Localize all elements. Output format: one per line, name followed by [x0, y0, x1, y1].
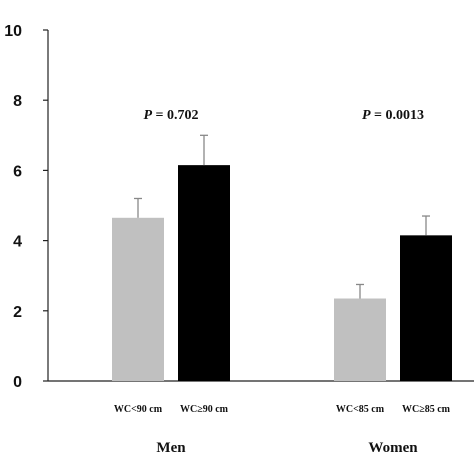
bar-2-1 [334, 298, 386, 381]
bar-1-2 [178, 165, 230, 381]
p-value: = 0.702 [152, 108, 198, 123]
p-symbol: P [143, 108, 152, 123]
y-tick-label: 6 [13, 163, 22, 180]
labels: WC<90 cm WC≥90 cm P = 0.702 Men WC<85 cm WC≥8… [114, 108, 451, 456]
bar-2-2 [400, 235, 452, 381]
p-value-annotation: P = 0.702 [143, 108, 198, 123]
group-label: Women [368, 440, 418, 456]
p-symbol: P [362, 108, 371, 123]
p-value-annotation: P = 0.0013 [362, 108, 424, 123]
y-tick-label: 8 [13, 93, 22, 110]
y-tick-label: 4 [13, 234, 22, 251]
bar-category-label: WC≥85 cm [402, 404, 451, 415]
bar-1-1 [112, 217, 164, 381]
bar-category-label: WC<90 cm [114, 404, 163, 415]
group-label: Men [156, 440, 186, 456]
y-tick-label: 2 [13, 304, 22, 321]
y-tick-label: 10 [4, 23, 22, 40]
bar-category-label: WC≥90 cm [180, 404, 229, 415]
bars [112, 134, 452, 381]
y-tick-label: 0 [13, 374, 22, 391]
bar-category-label: WC<85 cm [336, 404, 385, 415]
p-value: = 0.0013 [371, 108, 424, 123]
